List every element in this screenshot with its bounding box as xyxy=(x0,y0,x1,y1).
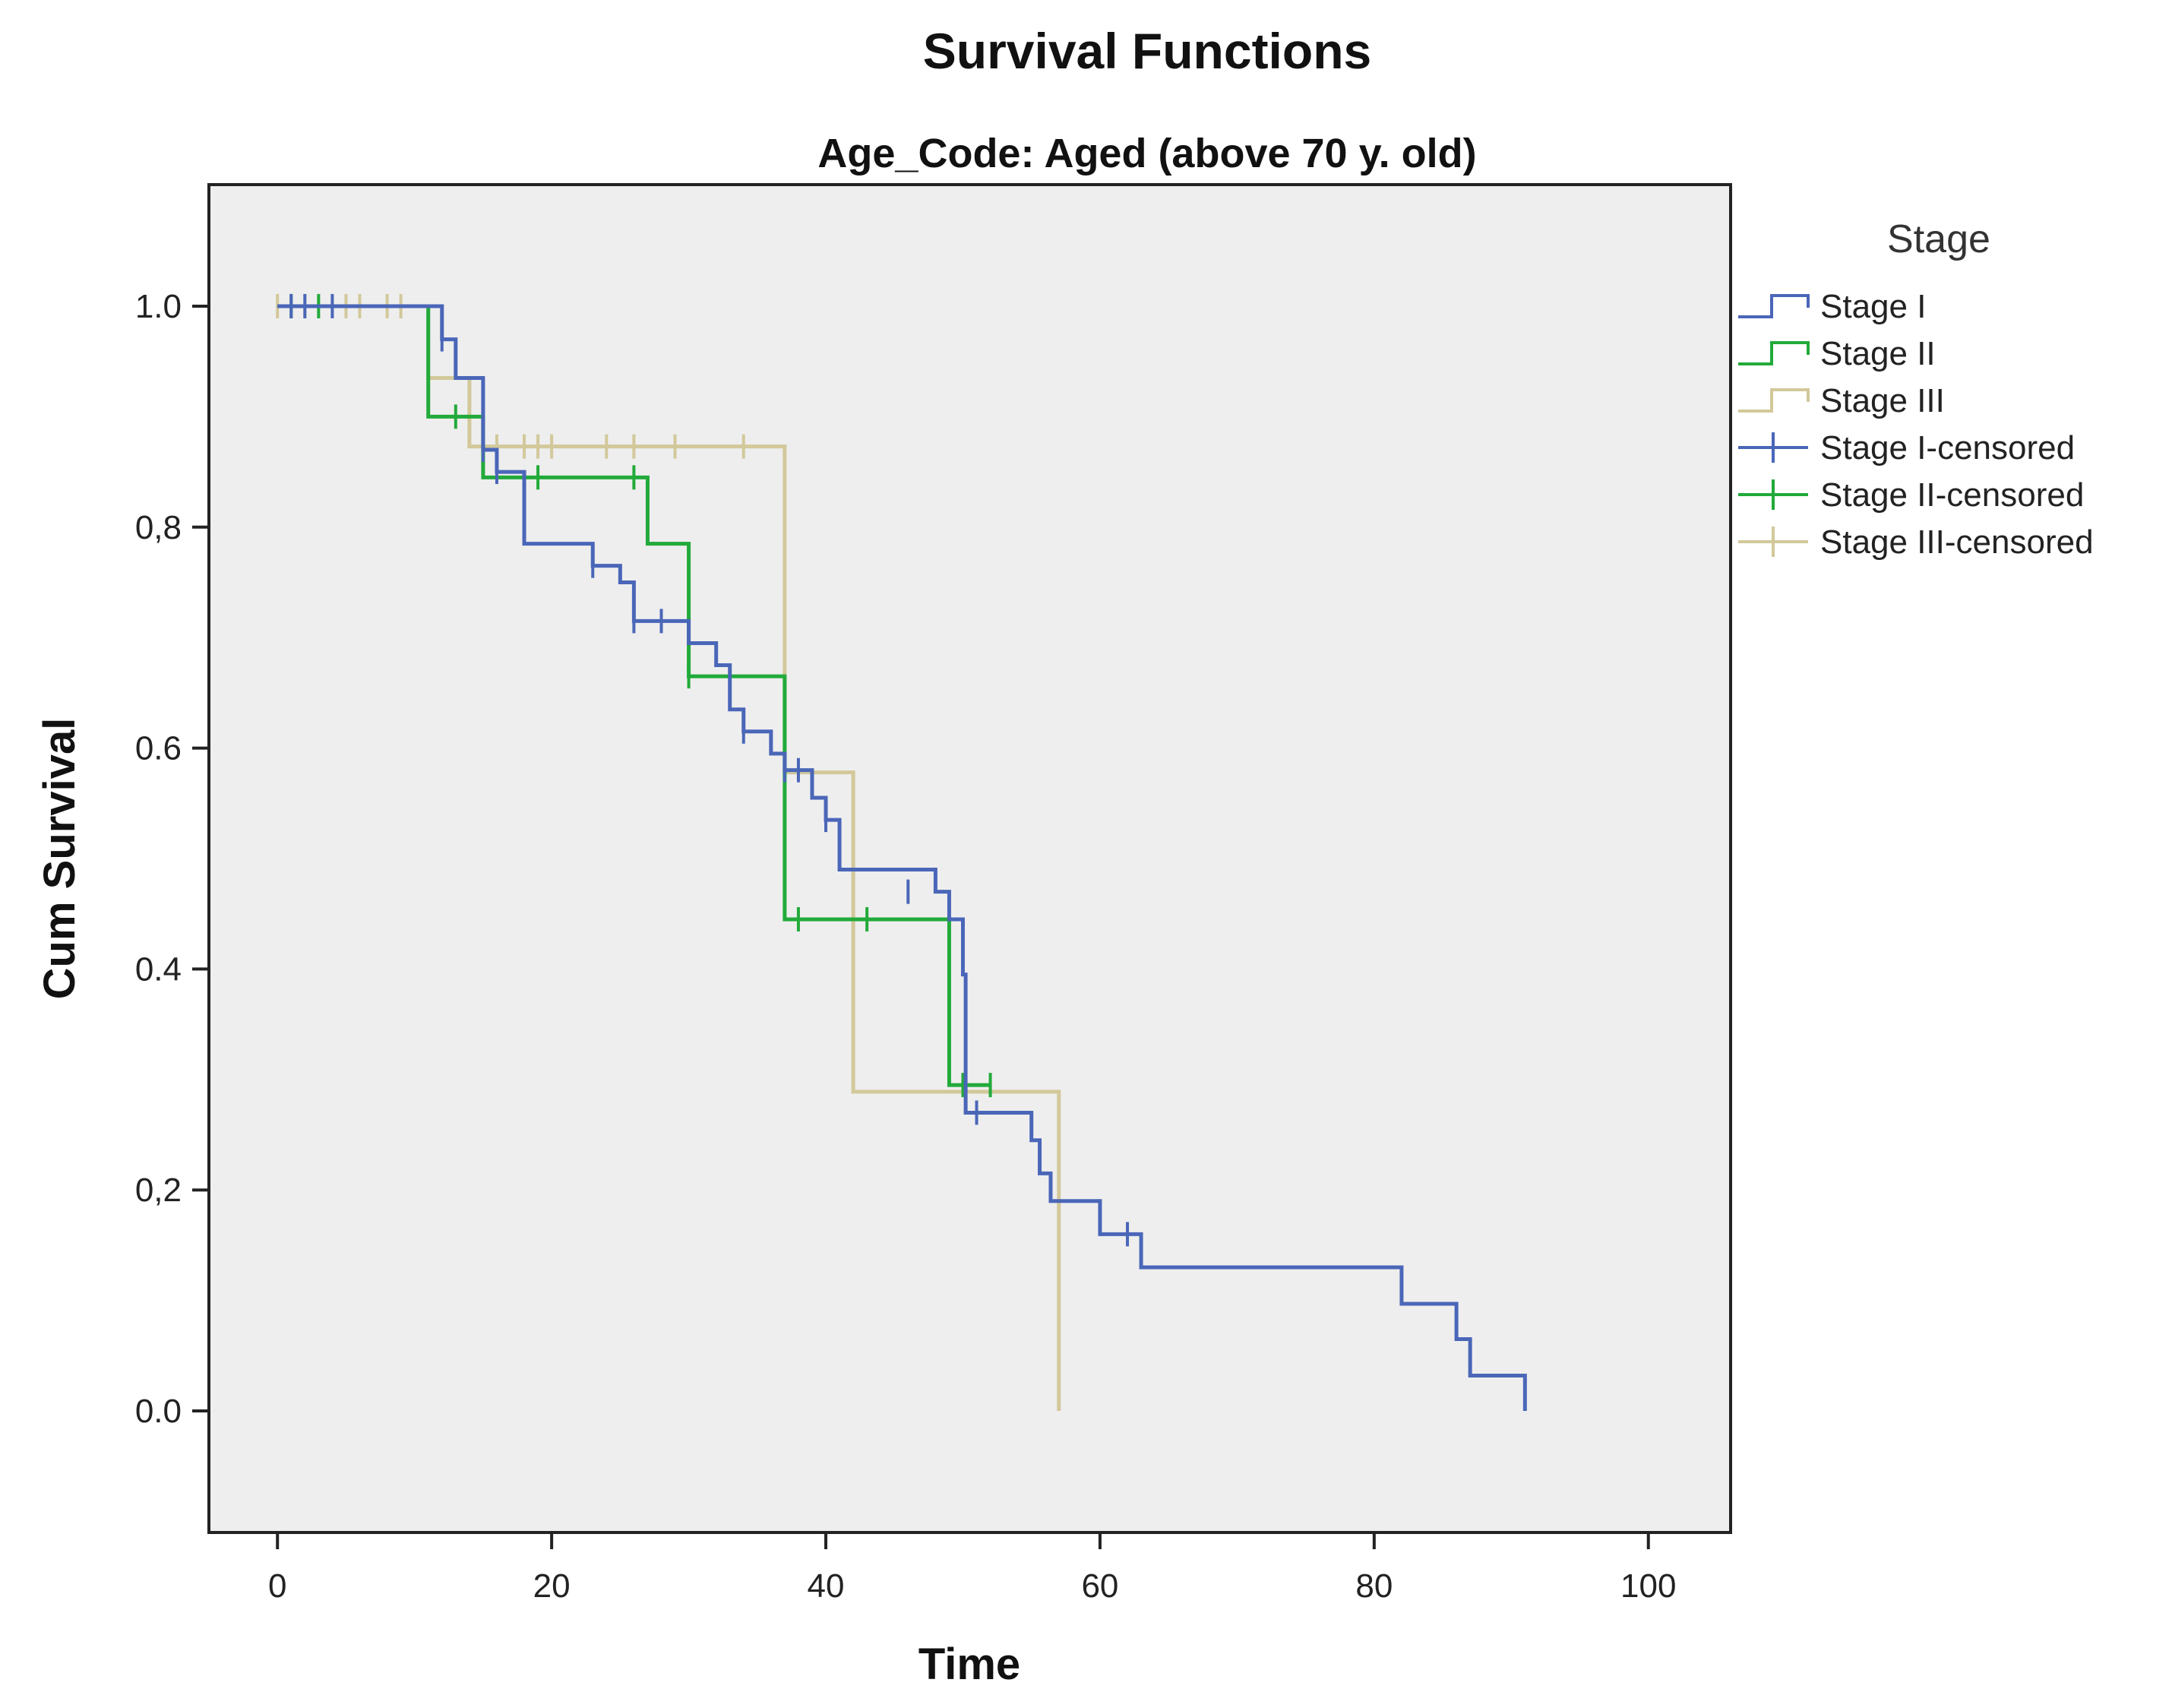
legend-label: Stage II xyxy=(1820,335,1936,372)
y-axis-title: Cum Survival xyxy=(35,718,84,1000)
chart-subtitle: Age_Code: Aged (above 70 y. old) xyxy=(817,131,1476,176)
legend-swatch-line xyxy=(1738,341,1810,365)
legend-swatch-line xyxy=(1738,388,1810,413)
y-tick-label: 0.6 xyxy=(135,730,182,767)
x-tick-label: 100 xyxy=(1620,1567,1676,1605)
x-tick-label: 60 xyxy=(1081,1567,1118,1605)
legend-item: Stage II xyxy=(1738,335,1936,372)
x-tick-label: 20 xyxy=(533,1567,571,1605)
legend-label: Stage II-censored xyxy=(1820,476,2084,514)
legend-swatch-line xyxy=(1738,294,1810,318)
legend: Stage Stage I Stage II Stage III Stage I-ce… xyxy=(1738,217,2094,561)
x-tick-label: 40 xyxy=(808,1567,845,1605)
stage1-survival-curve xyxy=(277,304,1527,1412)
legend-label: Stage I xyxy=(1820,288,1926,325)
y-tick-label: 0.0 xyxy=(135,1393,182,1430)
y-tick-label: 1.0 xyxy=(135,288,182,325)
legend-item: Stage III xyxy=(1738,382,1945,419)
x-axis: 0 20 40 60 80 100 xyxy=(268,1532,1676,1605)
series-layer xyxy=(276,293,1527,1412)
legend-item: Stage II-censored xyxy=(1738,476,2084,514)
legend-title: Stage xyxy=(1887,217,1990,261)
x-tick-label: 80 xyxy=(1355,1567,1393,1605)
plot-area xyxy=(207,183,1732,1534)
x-tick-label: 0 xyxy=(268,1567,286,1605)
x-axis-title: Time xyxy=(918,1640,1020,1689)
legend-item: Stage III-censored xyxy=(1738,523,2094,561)
legend-label: Stage III-censored xyxy=(1820,523,2094,561)
y-tick-label: 0,8 xyxy=(135,509,182,546)
stage2-survival-curve xyxy=(277,304,991,1087)
legend-item: Stage I-censored xyxy=(1738,429,2075,467)
y-axis: 0.0 0,2 0.4 0.6 0,8 1.0 xyxy=(135,288,209,1430)
y-tick-label: 0,2 xyxy=(135,1172,182,1209)
legend-item: Stage I xyxy=(1738,288,1926,325)
chart-title: Survival Functions xyxy=(923,23,1371,79)
y-tick-label: 0.4 xyxy=(135,950,182,988)
legend-label: Stage III xyxy=(1820,382,1945,419)
legend-label: Stage I-censored xyxy=(1820,429,2075,467)
